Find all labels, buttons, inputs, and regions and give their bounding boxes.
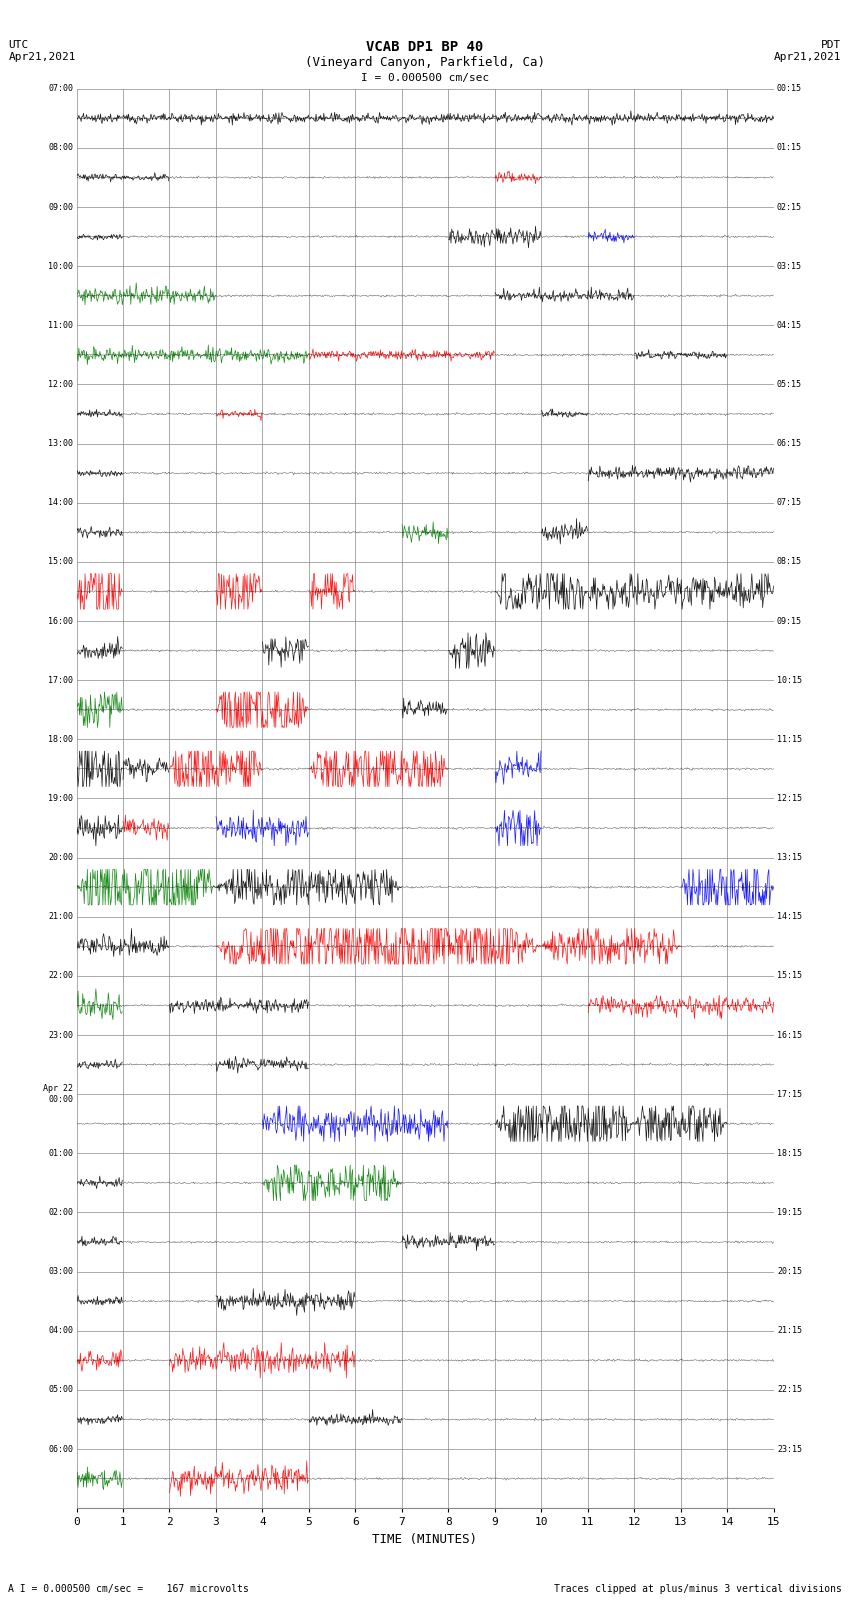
Text: I = 0.000500 cm/sec: I = 0.000500 cm/sec bbox=[361, 73, 489, 82]
Text: 06:15: 06:15 bbox=[777, 439, 802, 448]
Text: 07:15: 07:15 bbox=[777, 498, 802, 506]
Text: A I = 0.000500 cm/sec =    167 microvolts: A I = 0.000500 cm/sec = 167 microvolts bbox=[8, 1584, 249, 1594]
Text: 08:15: 08:15 bbox=[777, 558, 802, 566]
Text: PDT
Apr21,2021: PDT Apr21,2021 bbox=[774, 40, 842, 61]
Text: 01:00: 01:00 bbox=[48, 1148, 73, 1158]
X-axis label: TIME (MINUTES): TIME (MINUTES) bbox=[372, 1532, 478, 1545]
Text: 19:00: 19:00 bbox=[48, 794, 73, 803]
Text: 04:15: 04:15 bbox=[777, 321, 802, 329]
Text: 06:00: 06:00 bbox=[48, 1445, 73, 1453]
Text: 17:15: 17:15 bbox=[777, 1090, 802, 1098]
Text: 04:00: 04:00 bbox=[48, 1326, 73, 1336]
Text: 15:15: 15:15 bbox=[777, 971, 802, 981]
Text: 01:15: 01:15 bbox=[777, 144, 802, 152]
Text: 09:15: 09:15 bbox=[777, 616, 802, 626]
Text: 23:00: 23:00 bbox=[48, 1031, 73, 1039]
Text: 19:15: 19:15 bbox=[777, 1208, 802, 1216]
Text: 14:15: 14:15 bbox=[777, 913, 802, 921]
Text: 05:00: 05:00 bbox=[48, 1386, 73, 1394]
Text: 18:15: 18:15 bbox=[777, 1148, 802, 1158]
Text: 13:15: 13:15 bbox=[777, 853, 802, 861]
Text: (Vineyard Canyon, Parkfield, Ca): (Vineyard Canyon, Parkfield, Ca) bbox=[305, 56, 545, 69]
Text: UTC
Apr21,2021: UTC Apr21,2021 bbox=[8, 40, 76, 61]
Text: 02:15: 02:15 bbox=[777, 203, 802, 211]
Text: 10:15: 10:15 bbox=[777, 676, 802, 684]
Text: 10:00: 10:00 bbox=[48, 261, 73, 271]
Text: 12:00: 12:00 bbox=[48, 381, 73, 389]
Text: 07:00: 07:00 bbox=[48, 84, 73, 94]
Text: 00:15: 00:15 bbox=[777, 84, 802, 94]
Text: 18:00: 18:00 bbox=[48, 736, 73, 744]
Text: VCAB DP1 BP 40: VCAB DP1 BP 40 bbox=[366, 40, 484, 55]
Text: 21:00: 21:00 bbox=[48, 913, 73, 921]
Text: 08:00: 08:00 bbox=[48, 144, 73, 152]
Text: 21:15: 21:15 bbox=[777, 1326, 802, 1336]
Text: 03:15: 03:15 bbox=[777, 261, 802, 271]
Text: 17:00: 17:00 bbox=[48, 676, 73, 684]
Text: 03:00: 03:00 bbox=[48, 1268, 73, 1276]
Text: 20:15: 20:15 bbox=[777, 1268, 802, 1276]
Text: 20:00: 20:00 bbox=[48, 853, 73, 861]
Text: 23:15: 23:15 bbox=[777, 1445, 802, 1453]
Text: 16:15: 16:15 bbox=[777, 1031, 802, 1039]
Text: 15:00: 15:00 bbox=[48, 558, 73, 566]
Text: 22:15: 22:15 bbox=[777, 1386, 802, 1394]
Text: 02:00: 02:00 bbox=[48, 1208, 73, 1216]
Text: 14:00: 14:00 bbox=[48, 498, 73, 506]
Text: 05:15: 05:15 bbox=[777, 381, 802, 389]
Text: 12:15: 12:15 bbox=[777, 794, 802, 803]
Text: 16:00: 16:00 bbox=[48, 616, 73, 626]
Text: 13:00: 13:00 bbox=[48, 439, 73, 448]
Text: Apr 22
00:00: Apr 22 00:00 bbox=[43, 1084, 73, 1103]
Text: 11:00: 11:00 bbox=[48, 321, 73, 329]
Text: 22:00: 22:00 bbox=[48, 971, 73, 981]
Text: Traces clipped at plus/minus 3 vertical divisions: Traces clipped at plus/minus 3 vertical … bbox=[553, 1584, 842, 1594]
Text: 11:15: 11:15 bbox=[777, 736, 802, 744]
Text: 09:00: 09:00 bbox=[48, 203, 73, 211]
